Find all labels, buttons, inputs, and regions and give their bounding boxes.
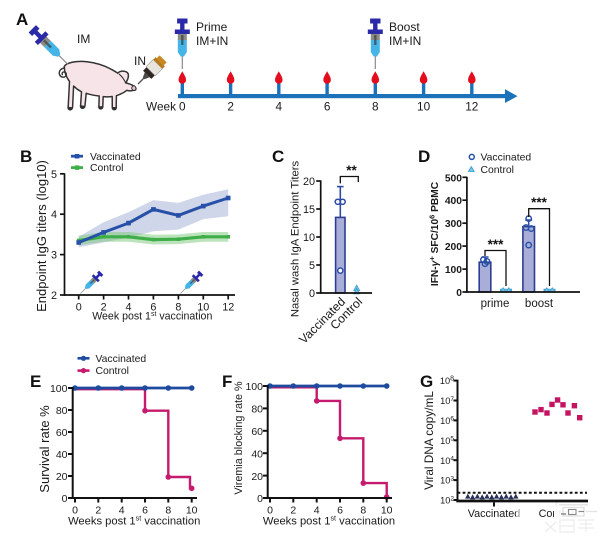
svg-text:0: 0 xyxy=(72,505,78,517)
svg-text:2: 2 xyxy=(227,100,234,114)
svg-text:Weeks post 1st vaccination: Weeks post 1st vaccination xyxy=(263,514,395,528)
svg-text:10: 10 xyxy=(186,505,198,517)
svg-text:108: 108 xyxy=(440,376,454,387)
svg-text:4: 4 xyxy=(125,302,131,314)
svg-text:0: 0 xyxy=(179,100,186,114)
svg-text:IN: IN xyxy=(134,54,146,68)
svg-text:A: A xyxy=(16,10,28,29)
svg-text:***: *** xyxy=(488,237,505,252)
svg-text:500: 500 xyxy=(445,173,462,184)
svg-text:15: 15 xyxy=(303,204,315,216)
svg-text:Control: Control xyxy=(481,165,515,176)
svg-text:B: B xyxy=(20,147,32,166)
svg-text:2: 2 xyxy=(290,505,296,517)
svg-text:5: 5 xyxy=(51,169,57,181)
svg-text:80: 80 xyxy=(56,405,68,417)
svg-text:G: G xyxy=(420,372,433,391)
svg-text:Control: Control xyxy=(90,163,124,174)
svg-text:4: 4 xyxy=(314,505,320,517)
svg-text:200: 200 xyxy=(445,242,462,253)
svg-text:8: 8 xyxy=(165,505,171,517)
svg-text:104: 104 xyxy=(440,456,454,466)
svg-text:4: 4 xyxy=(119,505,125,517)
svg-text:0: 0 xyxy=(456,288,462,299)
svg-text:Viral DNA copy/mL: Viral DNA copy/mL xyxy=(422,391,436,490)
svg-text:105: 105 xyxy=(440,436,454,446)
svg-text:IM: IM xyxy=(77,32,90,46)
svg-text:60: 60 xyxy=(56,427,68,439)
svg-text:8: 8 xyxy=(372,100,379,114)
svg-text:103: 103 xyxy=(440,475,454,485)
svg-text:0: 0 xyxy=(309,288,315,300)
svg-text:Boost: Boost xyxy=(389,20,420,34)
svg-text:C: C xyxy=(272,147,284,166)
svg-text:Vaccinated: Vaccinated xyxy=(468,508,521,520)
svg-text:E: E xyxy=(30,372,41,391)
svg-text:6: 6 xyxy=(142,505,148,517)
svg-text:6: 6 xyxy=(324,100,331,114)
svg-text:10: 10 xyxy=(197,302,209,314)
svg-text:0: 0 xyxy=(267,505,273,517)
svg-text:8: 8 xyxy=(175,302,181,314)
svg-text:107: 107 xyxy=(440,396,454,406)
svg-text:20: 20 xyxy=(56,471,68,483)
svg-text:100: 100 xyxy=(50,383,68,395)
svg-text:IM+IN: IM+IN xyxy=(196,34,228,48)
svg-text:2: 2 xyxy=(51,290,57,302)
svg-text:12: 12 xyxy=(222,302,234,314)
svg-text:10: 10 xyxy=(303,232,315,244)
svg-text:Week: Week xyxy=(146,100,176,114)
svg-text:2: 2 xyxy=(101,302,107,314)
svg-text:5: 5 xyxy=(309,260,315,272)
svg-text:Prime: Prime xyxy=(196,20,228,34)
svg-text:400: 400 xyxy=(445,196,462,207)
svg-text:12: 12 xyxy=(465,100,478,114)
svg-text:10: 10 xyxy=(381,505,393,517)
svg-text:0: 0 xyxy=(76,302,82,314)
svg-text:4: 4 xyxy=(51,209,57,221)
svg-text:100: 100 xyxy=(445,265,462,276)
svg-text:20: 20 xyxy=(251,471,263,483)
svg-text:Vaccinated: Vaccinated xyxy=(96,354,147,365)
svg-text:prime: prime xyxy=(481,298,510,310)
svg-text:102: 102 xyxy=(440,495,454,505)
svg-text:Nasal wash IgA Endpoint Titers: Nasal wash IgA Endpoint Titers xyxy=(290,160,302,317)
svg-text:Control: Control xyxy=(96,366,130,377)
svg-text:boost: boost xyxy=(525,298,554,310)
svg-text:40: 40 xyxy=(251,448,263,460)
svg-text:80: 80 xyxy=(251,404,263,416)
svg-text:0: 0 xyxy=(62,493,68,505)
svg-text:4: 4 xyxy=(276,100,283,114)
svg-text:106: 106 xyxy=(440,416,454,426)
svg-text:IFN-γ+ SFC/106 PBMC: IFN-γ+ SFC/106 PBMC xyxy=(428,181,442,286)
svg-text:***: *** xyxy=(531,195,548,210)
svg-text:100: 100 xyxy=(245,381,263,393)
svg-text:6: 6 xyxy=(150,302,156,314)
svg-text:6: 6 xyxy=(337,505,343,517)
svg-text:Week post 1st vaccination: Week post 1st vaccination xyxy=(92,311,212,323)
svg-text:20: 20 xyxy=(303,176,315,188)
svg-text:0: 0 xyxy=(257,493,263,505)
svg-text:**: ** xyxy=(346,163,357,178)
svg-text:D: D xyxy=(418,147,430,166)
svg-text:Viremia blocking rate %: Viremia blocking rate % xyxy=(233,381,245,495)
svg-text:300: 300 xyxy=(445,219,462,230)
svg-text:40: 40 xyxy=(56,449,68,461)
svg-text:Survival rate %: Survival rate % xyxy=(37,405,52,493)
svg-text:Endpoint IgG titers (log10): Endpoint IgG titers (log10) xyxy=(34,160,49,312)
svg-text:Weeks post 1st vaccination: Weeks post 1st vaccination xyxy=(68,514,200,528)
svg-text:IM+IN: IM+IN xyxy=(389,34,421,48)
svg-text:Vaccinated: Vaccinated xyxy=(90,152,141,163)
svg-text:10: 10 xyxy=(417,100,431,114)
svg-text:F: F xyxy=(222,372,232,391)
svg-text:Vaccinated: Vaccinated xyxy=(481,152,532,163)
svg-text:3: 3 xyxy=(51,250,57,262)
svg-text:60: 60 xyxy=(251,426,263,438)
svg-text:2: 2 xyxy=(95,505,101,517)
svg-text:8: 8 xyxy=(360,505,366,517)
